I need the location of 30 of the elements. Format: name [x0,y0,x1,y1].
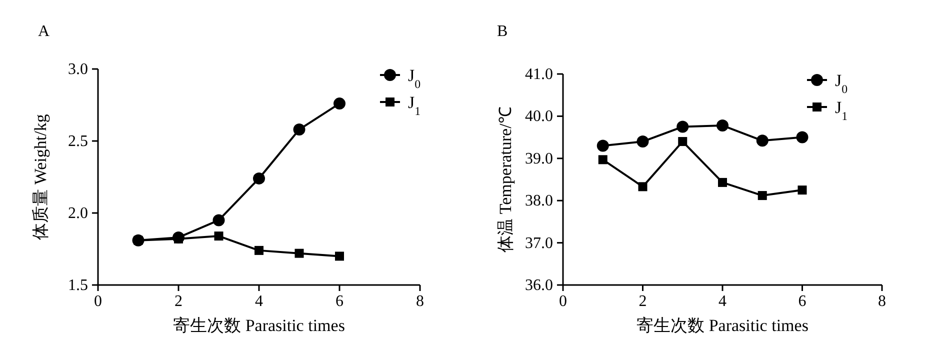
x-axis-title: 寄生次数 Parasitic times [636,316,808,335]
x-tick-label: 0 [94,293,102,310]
x-tick-label: 2 [638,293,647,310]
x-tick-label: 6 [798,293,806,310]
y-tick-label: 3.0 [68,61,88,78]
y-tick-label: 38.0 [525,192,553,210]
chart-title: A [38,23,50,40]
y-tick-label: 41.0 [525,66,553,83]
chart-title: B [497,23,508,40]
legend-label: J$_{1}$ [835,98,848,123]
legend-label: J$_{1}$ [408,93,421,118]
y-tick-label: 40.0 [525,108,553,126]
y-axis-title: 体温 Temperature/℃ [496,106,515,252]
x-tick-label: 2 [174,293,182,310]
x-tick-label: 0 [559,293,567,310]
x-tick-label: 4 [718,293,726,310]
x-axis-title: 寄生次数 Parasitic times [173,316,345,335]
y-tick-label: 37.0 [525,234,553,252]
x-tick-label: 6 [336,293,344,310]
x-tick-label: 8 [878,293,886,310]
y-axis-title: 体质量 Weight/kg [31,114,50,240]
legend-label: J$_{0}$ [835,71,848,96]
y-tick-label: 1.5 [68,277,88,294]
x-tick-label: 8 [416,293,424,310]
y-tick-label: 36.0 [525,277,553,294]
legend-label: J$_{0}$ [408,66,421,91]
y-tick-label: 39.0 [525,150,553,168]
x-tick-label: 4 [255,293,263,310]
y-tick-label: 2.0 [68,205,88,222]
y-tick-label: 2.5 [68,133,88,150]
